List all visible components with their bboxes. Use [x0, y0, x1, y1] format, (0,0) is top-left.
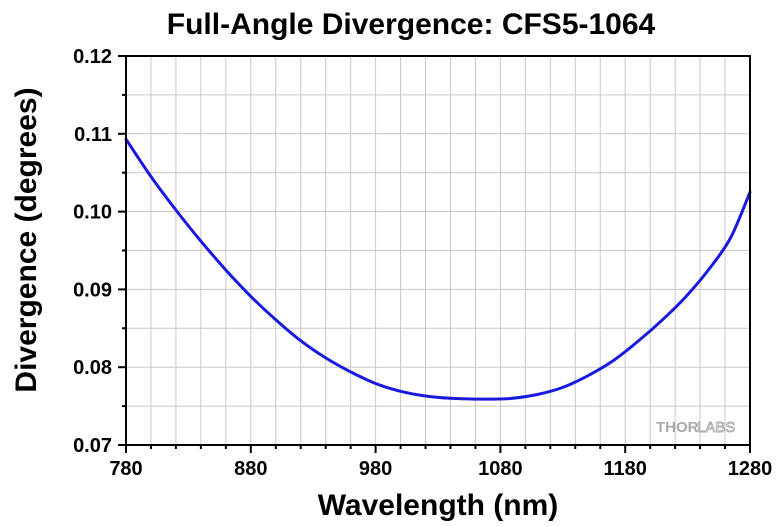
x-tick-label: 1180 [604, 458, 647, 480]
x-tick-labels: 780 880 980 1080 1180 1280 [109, 458, 772, 480]
chart-title: Full-Angle Divergence: CFS5-1064 [167, 8, 656, 41]
y-tick-label: 0.12 [73, 46, 112, 68]
x-tick-label: 780 [109, 458, 142, 480]
y-tick-label: 0.10 [73, 202, 112, 224]
x-tick-label: 1280 [728, 458, 773, 480]
y-axis-label: Divergence (degrees) [10, 87, 43, 392]
series-line [124, 137, 752, 401]
axis-ticks [118, 55, 751, 453]
watermark-thor: THOR [656, 419, 699, 436]
y-tick-label: 0.08 [73, 357, 112, 379]
x-axis-label: Wavelength (nm) [318, 489, 559, 522]
y-tick-label: 0.09 [73, 279, 112, 301]
grid-lines [126, 56, 750, 445]
thorlabs-watermark: THOR LABS [656, 419, 736, 437]
x-tick-label: 980 [359, 458, 392, 480]
y-tick-label: 0.11 [74, 124, 112, 146]
y-tick-label: 0.07 [73, 435, 112, 457]
x-tick-label: 880 [234, 458, 267, 480]
y-tick-labels: 0.07 0.08 0.09 0.10 0.11 0.12 [73, 46, 112, 457]
x-tick-label: 1080 [478, 458, 523, 480]
watermark-labs: LABS [697, 419, 735, 436]
